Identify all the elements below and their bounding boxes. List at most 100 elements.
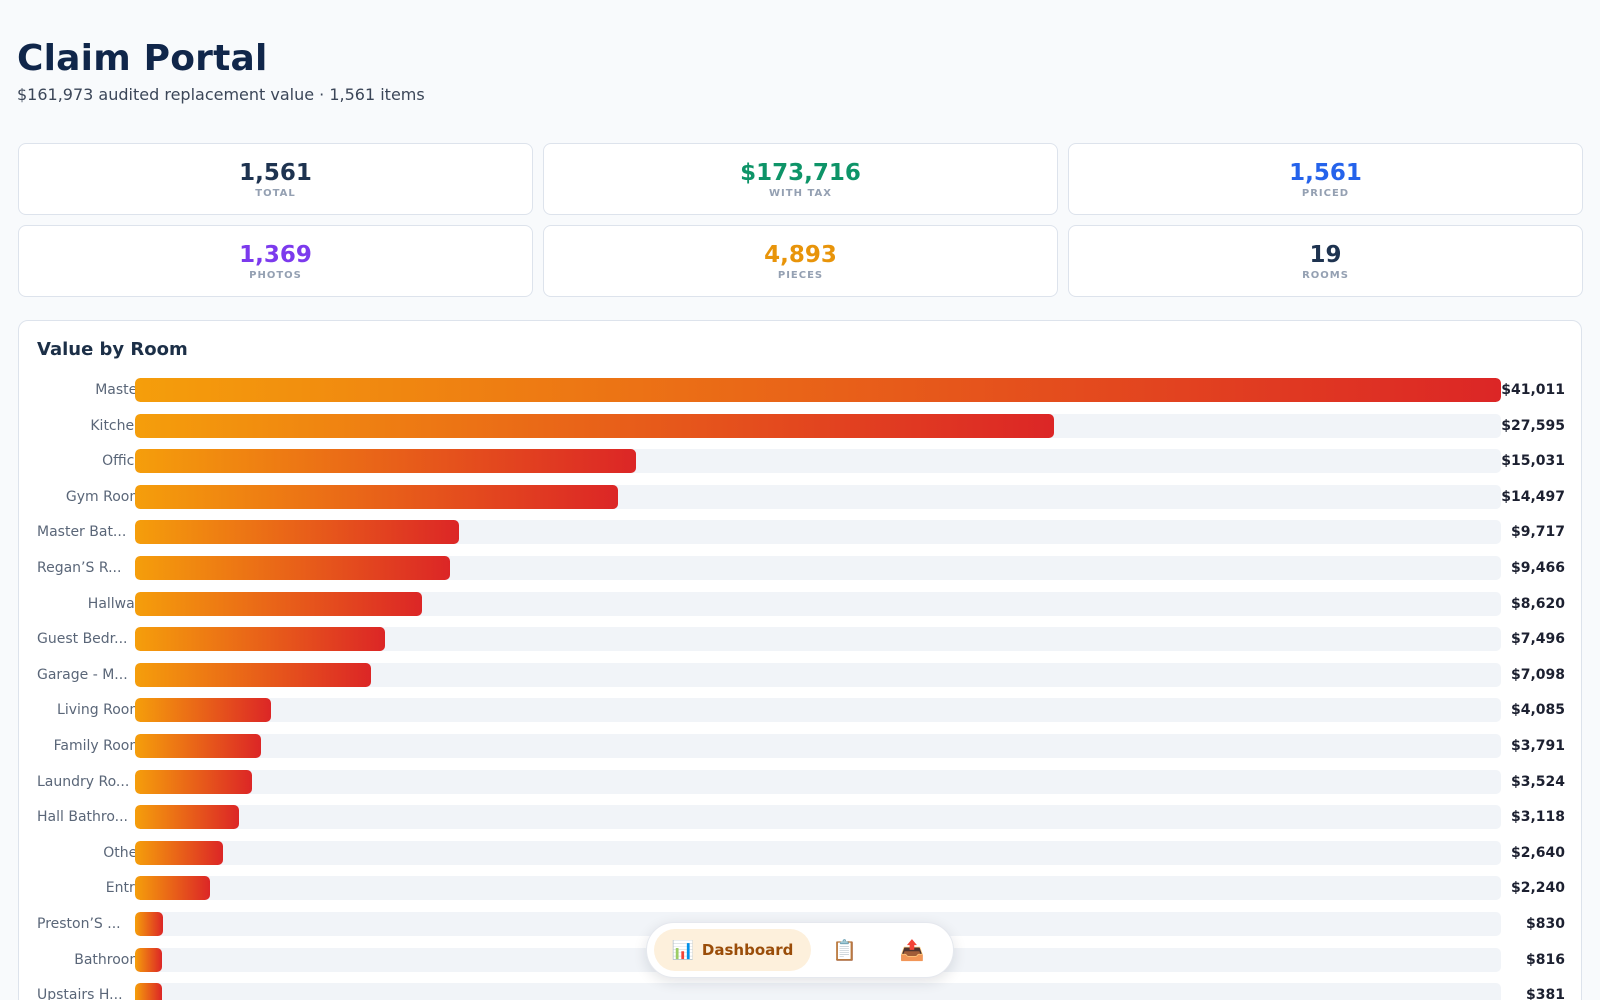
value-bar [135, 983, 163, 1000]
room-bar-row: Family Room $3,791 [19, 729, 1583, 765]
room-label: Master [95, 382, 143, 398]
room-bar-row: Hallway $8,620 [19, 587, 1583, 623]
stat-card-priced: 1,561 PRICED [1068, 143, 1583, 215]
stat-label: WITH TAX [769, 187, 832, 199]
tab-export[interactable]: 📤 [878, 929, 946, 971]
value-bar [135, 769, 253, 794]
stat-label: PIECES [777, 269, 824, 281]
value-label: $3,118 [1510, 809, 1565, 826]
stat-value: 4,893 [764, 241, 837, 268]
bar-track [135, 449, 1501, 474]
bar-track [135, 840, 1501, 865]
room-label: Gym Room [65, 488, 143, 505]
value-label: $9,717 [1510, 524, 1565, 541]
value-bar [135, 947, 163, 972]
value-label: $3,524 [1510, 773, 1565, 790]
value-bar [135, 662, 372, 687]
value-bar [135, 449, 636, 474]
value-label: $15,031 [1501, 453, 1565, 470]
room-bar-row: Laundry Ro... $3,524 [19, 765, 1583, 801]
stat-label: PHOTOS [249, 269, 302, 281]
page-subtitle: $161,973 audited replacement value · 1,5… [17, 85, 425, 104]
room-label: Family Room [53, 737, 143, 754]
stat-card-pieces: 4,893 PIECES [543, 225, 1058, 297]
value-bar [135, 378, 1501, 402]
room-bar-row: Master Bat... $9,717 [19, 515, 1583, 551]
tab-items[interactable]: 📋 [811, 929, 879, 971]
value-bar [135, 520, 459, 545]
room-bar-row: Entry $2,240 [19, 871, 1583, 907]
tab-dashboard-label: Dashboard [701, 941, 794, 959]
room-label: Entry [105, 880, 143, 897]
value-bar [135, 484, 618, 509]
stat-card-with-tax: $173,716 WITH TAX [543, 143, 1058, 215]
room-bar-row: Other $2,640 [19, 836, 1583, 872]
room-label: Bathroom [74, 951, 143, 968]
value-label: $4,085 [1510, 702, 1565, 719]
chart-icon: 📊 [671, 939, 694, 961]
value-label: $41,011 [1501, 382, 1565, 398]
stat-card-photos: 1,369 PHOTOS [18, 225, 533, 297]
page-header: Claim Portal $161,973 audited replacemen… [17, 38, 425, 104]
value-label: $2,240 [1510, 880, 1565, 897]
value-bar [135, 911, 163, 936]
value-bar [135, 805, 239, 830]
room-label: Hallway [87, 595, 143, 612]
value-label: $9,466 [1510, 559, 1565, 576]
value-label: $2,640 [1510, 844, 1565, 861]
stat-value: 1,561 [239, 159, 312, 186]
value-label: $830 [1526, 915, 1565, 932]
value-label: $3,791 [1510, 737, 1565, 754]
stat-label: PRICED [1301, 187, 1350, 199]
room-label: Preston’S ... [37, 915, 121, 932]
bar-track [135, 876, 1501, 901]
room-label: Hall Bathro... [37, 809, 128, 826]
room-bar-row: Guest Bedr... $7,496 [19, 622, 1583, 658]
room-bar-chart: Master $41,011 Kitchen $27,595 Office $15,031… [19, 373, 1583, 1000]
bar-track [135, 805, 1501, 830]
value-bar [135, 733, 262, 758]
tab-dashboard[interactable]: 📊 Dashboard [654, 929, 811, 971]
stat-value: $173,716 [740, 159, 861, 186]
value-bar [135, 627, 385, 652]
value-label: $27,595 [1501, 417, 1565, 434]
export-icon: 📤 [899, 938, 925, 962]
room-bar-row: Regan’S R... $9,466 [19, 551, 1583, 587]
bar-track [135, 627, 1501, 652]
room-label: Kitchen [90, 417, 143, 434]
room-label: Living Room [57, 702, 143, 719]
bar-track [135, 983, 1501, 1000]
stat-label: ROOMS [1302, 269, 1349, 281]
room-label: Regan’S R... [37, 559, 122, 576]
value-bar [135, 413, 1055, 438]
chart-title: Value by Room [37, 339, 188, 360]
value-label: $8,620 [1510, 595, 1565, 612]
room-bar-row: Garage - M... $7,098 [19, 658, 1583, 694]
room-bar-row: Master $41,011 [19, 373, 1583, 409]
bar-track [135, 378, 1501, 402]
room-bar-row: Kitchen $27,595 [19, 409, 1583, 445]
stats-grid: 1,561 TOTAL $173,716 WITH TAX 1,561 PRIC… [18, 143, 1583, 297]
bar-track [135, 733, 1501, 758]
clipboard-icon: 📋 [832, 938, 858, 962]
stat-value: 19 [1309, 241, 1342, 268]
room-label: Laundry Ro... [37, 773, 130, 790]
stat-card-total: 1,561 TOTAL [18, 143, 533, 215]
room-bar-row: Office $15,031 [19, 444, 1583, 480]
page-title: Claim Portal [17, 38, 268, 79]
value-bar [135, 698, 272, 723]
room-label: Guest Bedr... [37, 631, 128, 648]
bar-track [135, 662, 1501, 687]
value-bar [135, 876, 210, 901]
bottom-nav: 📊 Dashboard 📋 📤 [646, 922, 954, 978]
room-label: Office [102, 453, 143, 470]
value-bar [135, 555, 451, 580]
room-label: Other [103, 844, 143, 861]
bar-track [135, 413, 1501, 438]
value-label: $816 [1526, 951, 1565, 968]
bar-track [135, 484, 1501, 509]
room-label: Upstairs H... [37, 987, 123, 1000]
value-bar [135, 840, 223, 865]
value-label: $7,496 [1510, 631, 1565, 648]
